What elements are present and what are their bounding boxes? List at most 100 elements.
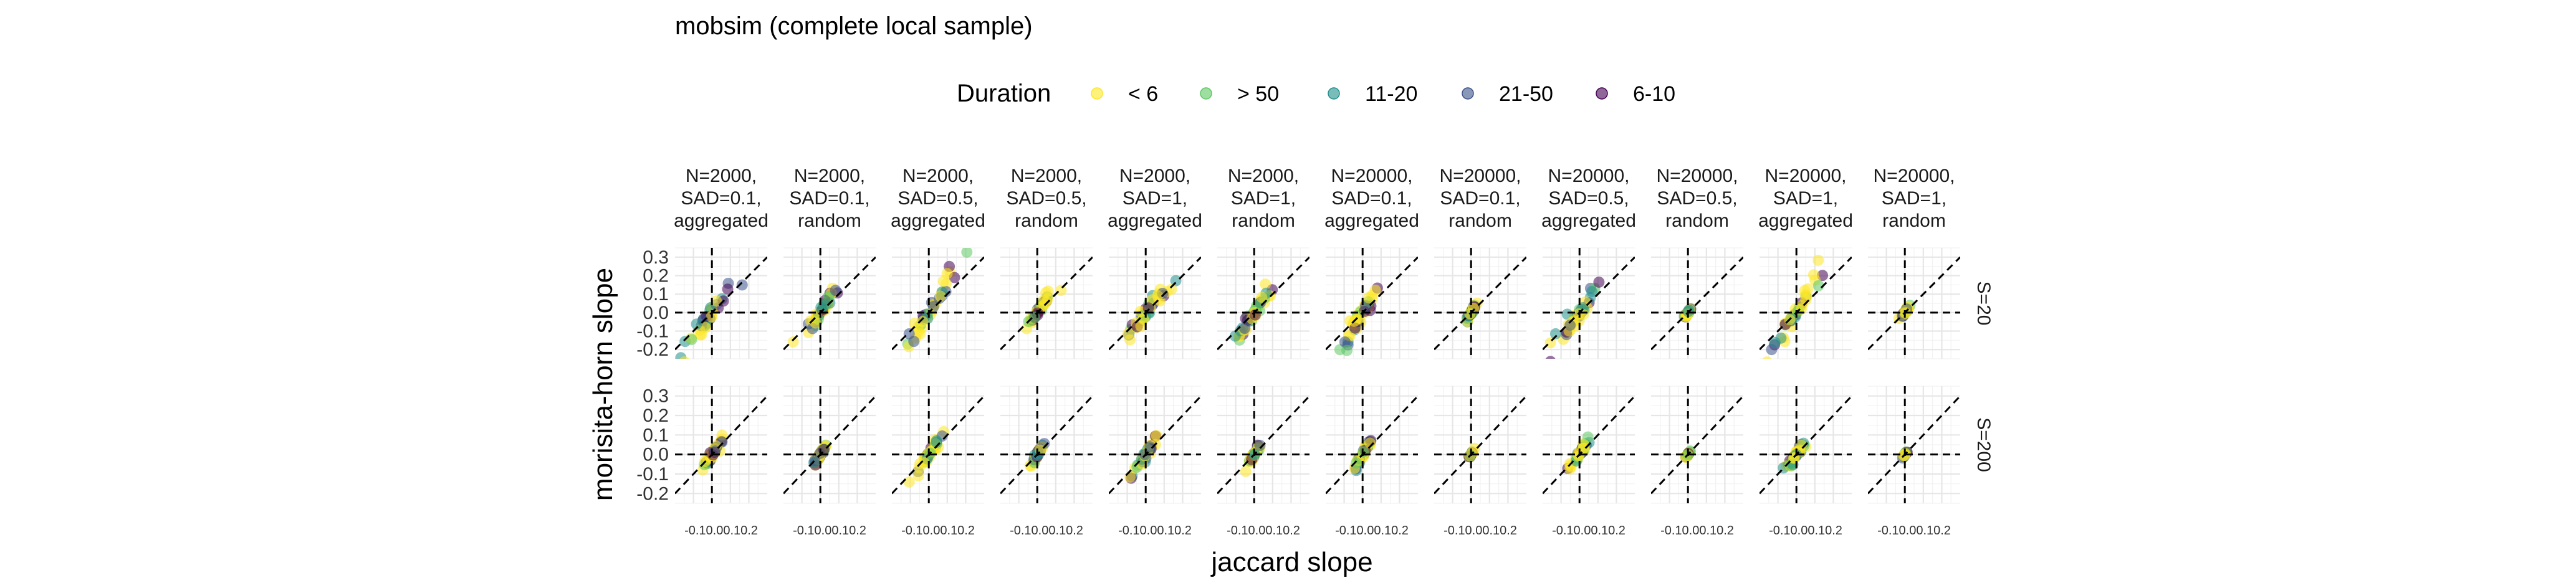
data-point (1362, 292, 1374, 303)
facet-strip-label: N=2000, SAD=0.1, random (789, 166, 869, 231)
data-point (1586, 286, 1598, 298)
data-point (1350, 457, 1362, 469)
data-point (961, 248, 973, 258)
facet-strip-label: N=2000, SAD=0.5, aggregated (891, 166, 985, 231)
identity-line (783, 256, 876, 351)
x-tick-label: -0.10.00.10.2 (1877, 524, 1951, 538)
data-point (722, 283, 734, 295)
facet-panel (1434, 247, 1526, 359)
x-tick-label: -0.10.00.10.2 (1227, 524, 1300, 538)
facet-panel (1000, 386, 1093, 504)
data-point (1812, 254, 1824, 266)
identity-line (675, 256, 767, 351)
data-point (1769, 336, 1781, 348)
y-axis-label: morisita-horn slope (588, 268, 618, 501)
legend-item: > 50 (1200, 82, 1279, 106)
data-point (1260, 278, 1271, 290)
facet-panel (1326, 386, 1418, 504)
data-point (671, 361, 682, 372)
legend-swatch (1328, 87, 1340, 100)
facet-panel (892, 386, 984, 504)
facet-panel (1109, 247, 1201, 359)
data-point (1124, 471, 1136, 483)
data-point (1593, 276, 1605, 288)
identity-line (1434, 256, 1526, 351)
facet-panel (892, 247, 984, 359)
facet-strip-label: N=20000, SAD=0.5, aggregated (1541, 166, 1636, 231)
legend: Duration < 6 > 50 11-20 21-50 6-10 (957, 80, 1675, 107)
legend-label: 6-10 (1633, 82, 1675, 106)
facet-strip-label: N=2000, SAD=1, random (1228, 166, 1299, 231)
data-point (1808, 269, 1819, 281)
identity-line (1760, 395, 1852, 495)
data-point (830, 285, 841, 296)
data-point (1564, 320, 1576, 331)
data-point (1812, 280, 1824, 292)
identity-line (892, 395, 984, 495)
legend-swatch (1462, 87, 1474, 100)
legend-swatch (1200, 87, 1212, 100)
identity-line (1434, 395, 1526, 495)
data-point (917, 316, 929, 328)
y-tick-label: 0.2 (643, 266, 669, 287)
facet-panel (1543, 247, 1635, 359)
legend-label: < 6 (1128, 82, 1158, 106)
data-point (908, 336, 920, 348)
x-tick-label: -0.10.00.10.2 (1660, 524, 1734, 538)
x-tick-label: -0.10.00.10.2 (793, 524, 866, 538)
data-point (1038, 294, 1050, 306)
data-point (1369, 284, 1381, 296)
facet-strip-label: N=20000, SAD=0.1, aggregated (1324, 166, 1419, 231)
identity-line (1109, 256, 1201, 351)
data-point (937, 275, 949, 287)
x-tick-label: -0.10.00.10.2 (1769, 524, 1842, 538)
legend-item: 11-20 (1328, 82, 1417, 106)
facet-panel (1868, 247, 1960, 359)
y-tick-label: 0.3 (643, 247, 669, 268)
legend-item: < 6 (1091, 82, 1158, 106)
data-point (1341, 344, 1353, 356)
data-point (679, 356, 689, 359)
x-tick-label: -0.10.00.10.2 (1118, 524, 1192, 538)
data-point (918, 457, 930, 469)
data-point (699, 321, 711, 333)
data-point (1762, 356, 1772, 359)
data-point (1364, 437, 1376, 449)
chart-title: mobsim (complete local sample) (675, 12, 1033, 40)
legend-swatch (1596, 87, 1608, 100)
facet-panel (1326, 247, 1418, 359)
legend-swatch (1091, 87, 1103, 100)
data-point (931, 437, 942, 448)
identity-line (783, 395, 876, 495)
data-point (912, 470, 924, 481)
y-tick-label: 0.1 (643, 284, 669, 305)
facet-panel (675, 386, 767, 504)
identity-line (1543, 395, 1635, 495)
data-point (1122, 328, 1134, 339)
facet-panel (1434, 386, 1526, 504)
facet-strip-label: N=20000, SAD=0.5, random (1657, 166, 1738, 231)
facet-strip-label: N=2000, SAD=0.5, random (1006, 166, 1086, 231)
facet-panel (1217, 386, 1310, 504)
data-point (1799, 285, 1811, 296)
facet-strip-label: N=2000, SAD=1, aggregated (1108, 166, 1202, 231)
identity-line (1651, 256, 1743, 351)
data-point (1254, 440, 1266, 452)
legend-item: 21-50 (1462, 82, 1553, 106)
identity-line (675, 395, 767, 495)
data-point (1240, 465, 1252, 477)
identity-line (892, 256, 984, 351)
identity-line (1651, 395, 1743, 495)
y-tick-label: 0.0 (643, 445, 669, 465)
data-point (1339, 336, 1351, 348)
data-point (1256, 292, 1268, 303)
facet-panel (671, 247, 767, 372)
y-tick-label: -0.2 (636, 483, 669, 504)
x-tick-label: -0.10.00.10.2 (1444, 524, 1517, 538)
identity-line (1217, 256, 1310, 351)
y-tick-label: 0.2 (643, 405, 669, 426)
identity-line (1000, 395, 1093, 495)
data-point (1229, 330, 1241, 342)
facet-panel (1868, 386, 1960, 504)
y-tick-label: -0.1 (636, 321, 669, 342)
